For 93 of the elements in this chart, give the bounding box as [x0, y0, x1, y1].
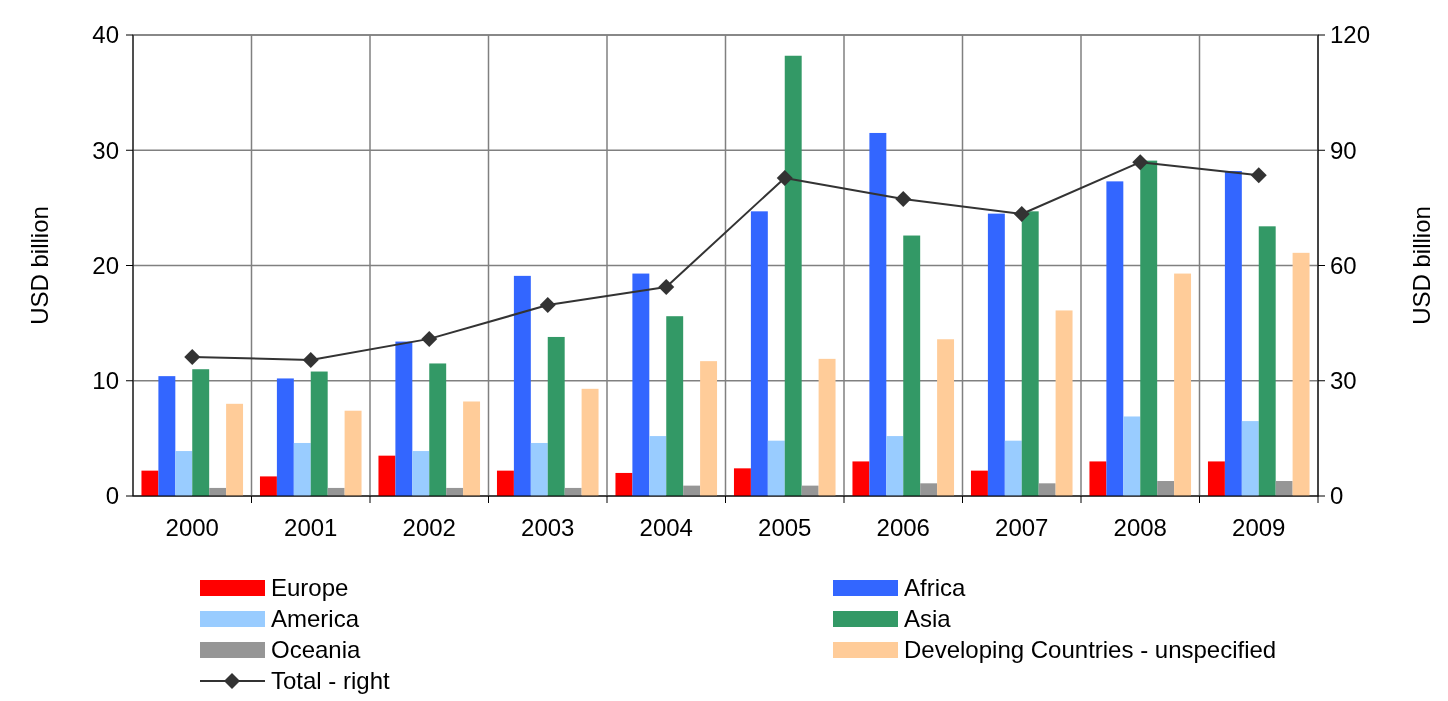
bar [1004, 440, 1022, 496]
y-axis-title: USD billion [26, 206, 53, 325]
bar [1123, 416, 1141, 496]
bar [1157, 481, 1175, 496]
y2-tick-label: 90 [1330, 136, 1357, 164]
legend-label: Oceania [271, 636, 362, 664]
bar [293, 442, 311, 496]
x-tick-label: 2006 [876, 514, 930, 541]
x-tick-label: 2003 [521, 514, 575, 541]
bar [1258, 226, 1276, 496]
bar [649, 436, 667, 496]
x-tick-label: 2002 [402, 514, 456, 541]
point [658, 279, 675, 296]
bar [192, 369, 210, 496]
bar [259, 476, 277, 496]
y2-tick-label: 0 [1330, 482, 1344, 510]
y-tick-label: 10 [92, 367, 119, 395]
bar [395, 341, 413, 496]
bar [1055, 310, 1073, 496]
legend-label: Total - right [271, 667, 391, 695]
bar [1241, 421, 1259, 496]
x-tick-label: 2001 [284, 514, 338, 541]
point [184, 348, 201, 365]
legend-label: America [271, 605, 360, 633]
bar [276, 378, 294, 496]
bar [158, 376, 176, 496]
bar [937, 339, 955, 496]
bar [1292, 252, 1310, 496]
bar [903, 235, 921, 496]
point [895, 191, 912, 208]
bar [1140, 160, 1158, 496]
bar [852, 461, 870, 496]
bar [632, 273, 650, 496]
bar [412, 451, 430, 496]
bar [1038, 483, 1056, 496]
x-tick-label: 2007 [995, 514, 1049, 541]
x-tick-label: 2004 [639, 514, 693, 541]
point [776, 169, 793, 186]
bar [496, 470, 514, 496]
bar [1089, 461, 1107, 496]
bar [750, 211, 768, 496]
y2-tick-label: 120 [1330, 21, 1371, 49]
bar [1021, 211, 1039, 496]
legend-label: Africa [904, 574, 966, 602]
point [302, 352, 319, 369]
legend-label: Developing Countries - unspecified [904, 636, 1277, 664]
bar [615, 472, 633, 496]
bar [818, 358, 836, 496]
bar [700, 361, 718, 496]
point [1132, 154, 1149, 171]
legend-label: Europe [271, 574, 349, 602]
bar [310, 371, 328, 496]
bar [869, 132, 887, 496]
x-tick-label: 2008 [1113, 514, 1167, 541]
bar [1106, 181, 1124, 496]
point [421, 330, 438, 347]
bar [226, 403, 244, 496]
bar [463, 401, 481, 496]
bar [378, 455, 396, 496]
legend-label: Asia [904, 605, 952, 633]
x-tick-label: 2005 [758, 514, 812, 541]
bar [141, 470, 159, 496]
bar [1207, 461, 1225, 496]
bar [767, 440, 785, 496]
bar [175, 451, 193, 496]
y2-tick-label: 60 [1330, 251, 1357, 279]
bar [1275, 481, 1293, 496]
y-tick-label: 0 [105, 482, 119, 510]
bar [1174, 273, 1192, 496]
bar [344, 410, 362, 496]
bar [581, 388, 599, 496]
bar [513, 275, 531, 496]
x-tick-label: 2000 [165, 514, 219, 541]
bar [547, 336, 565, 496]
y2-axis-title: USD billion [1408, 206, 1435, 325]
bar [970, 470, 988, 496]
bar [920, 483, 938, 496]
bar [987, 213, 1005, 496]
y2-tick-label: 30 [1330, 367, 1357, 395]
bar [784, 55, 802, 496]
bar [733, 468, 751, 496]
y-tick-label: 30 [92, 136, 119, 164]
bar [1224, 171, 1242, 496]
bar [429, 363, 447, 496]
bar [886, 436, 904, 496]
point [1013, 206, 1030, 223]
y-tick-label: 20 [92, 251, 119, 279]
y-tick-label: 40 [92, 21, 119, 49]
bar [530, 442, 548, 496]
x-tick-label: 2009 [1232, 514, 1286, 541]
point [1250, 167, 1267, 184]
point [539, 297, 556, 314]
bar [666, 316, 684, 496]
